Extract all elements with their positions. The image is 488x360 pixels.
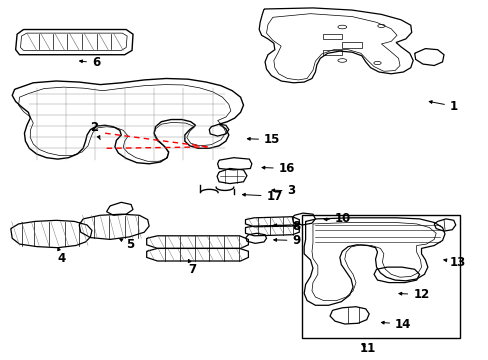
Text: 2: 2 [90, 121, 100, 140]
Text: 10: 10 [324, 212, 350, 225]
Text: 15: 15 [247, 133, 280, 146]
Text: 9: 9 [273, 234, 300, 247]
Text: 6: 6 [80, 57, 100, 69]
Text: 8: 8 [273, 220, 300, 233]
Text: 16: 16 [262, 162, 294, 175]
Text: 3: 3 [271, 184, 295, 197]
Bar [342, 42, 361, 48]
Text: 11: 11 [359, 342, 375, 355]
Text: 12: 12 [398, 288, 428, 301]
Text: 13: 13 [443, 256, 465, 269]
Bar [302, 215, 459, 338]
Text: 4: 4 [58, 248, 66, 265]
Text: 1: 1 [428, 100, 457, 113]
Text: 14: 14 [381, 318, 410, 330]
Bar [322, 50, 342, 55]
Bar [322, 34, 342, 39]
Text: 5: 5 [120, 238, 134, 251]
Text: 17: 17 [242, 190, 282, 203]
Text: 7: 7 [188, 260, 196, 276]
